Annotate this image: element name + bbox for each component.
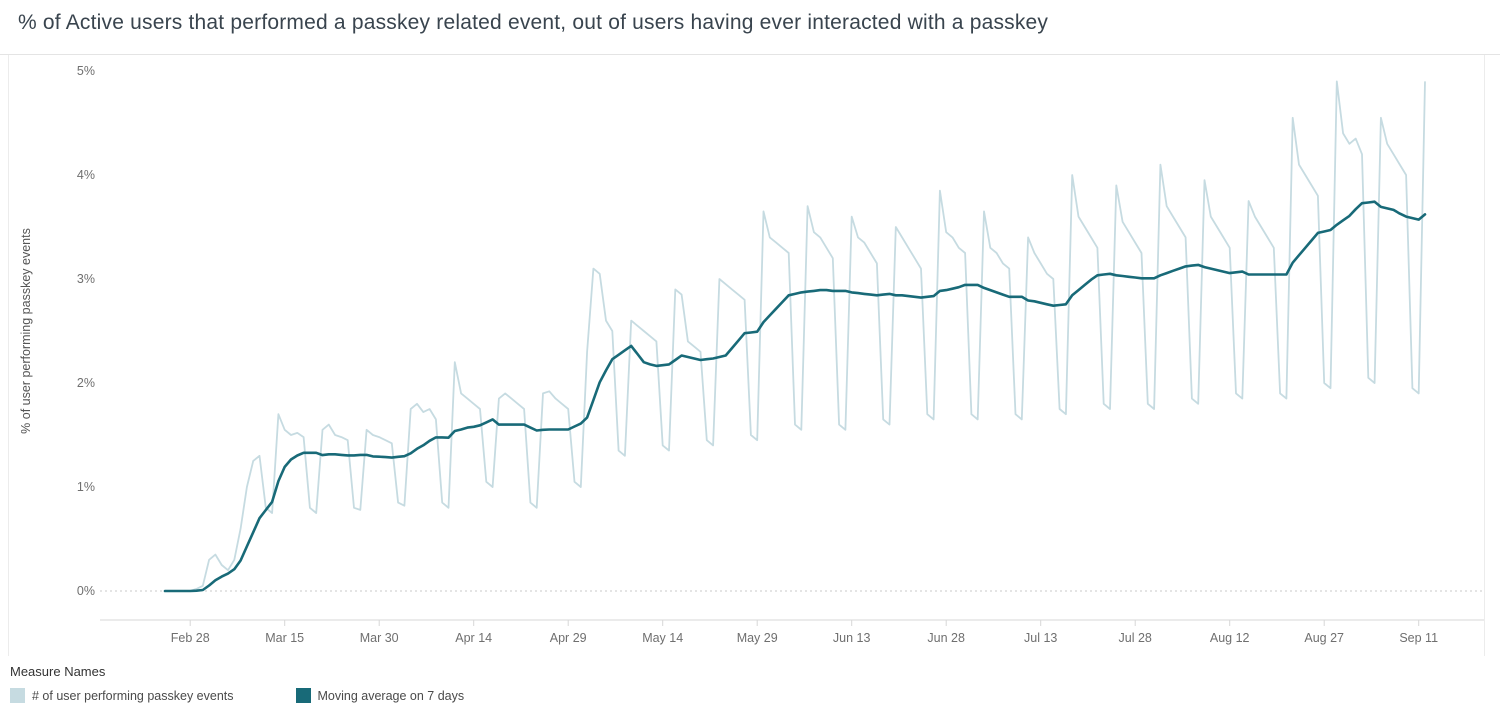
x-axis-label: Aug 27 (1304, 631, 1344, 645)
x-axis-label: Sep 11 (1399, 631, 1438, 645)
y-axis-label: 2% (77, 376, 95, 390)
legend-swatch (10, 688, 25, 703)
legend-item-label: Moving average on 7 days (317, 688, 465, 703)
y-axis-label: 0% (77, 584, 95, 598)
x-axis-label: May 14 (642, 631, 683, 645)
x-axis-label: Apr 29 (550, 631, 587, 645)
title-divider (0, 54, 1500, 55)
y-axis-title: % of user performing passkey events (19, 228, 33, 434)
x-axis-label: Mar 30 (360, 631, 399, 645)
legend-title: Measure Names (10, 664, 106, 679)
y-axis-label: 4% (77, 168, 95, 182)
legend-item[interactable]: # of user performing passkey events (10, 688, 234, 703)
x-axis-label: Jul 13 (1024, 631, 1057, 645)
legend-items: # of user performing passkey events Movin… (10, 688, 526, 703)
chart-left-border (8, 55, 9, 656)
chart-title: % of Active users that performed a passk… (18, 11, 1049, 34)
y-axis-label: 1% (77, 480, 95, 494)
x-axis-label: Apr 14 (455, 631, 492, 645)
legend-swatch (295, 688, 311, 703)
legend-item[interactable]: Moving average on 7 days (295, 688, 465, 703)
moving-average-line[interactable] (163, 200, 1427, 593)
x-axis-label: May 29 (737, 631, 778, 645)
x-axis-label: Aug 12 (1210, 631, 1250, 645)
x-axis-label: Jun 28 (927, 631, 965, 645)
x-axis-label: Mar 15 (265, 631, 304, 645)
legend: Measure Names # of user performing passk… (10, 664, 526, 703)
x-axis-label: Jun 13 (833, 631, 871, 645)
chart-right-border (1484, 55, 1485, 656)
legend-item-label: # of user performing passkey events (32, 688, 234, 703)
x-axis-label: Feb 28 (171, 631, 210, 645)
line-chart-canvas[interactable]: Feb 28 Mar 15 Mar 30 Apr 14 Apr 29 May 14 May … (0, 0, 1500, 660)
x-axis-label: Jul 28 (1119, 631, 1152, 645)
raw-series-line[interactable] (165, 80, 1426, 592)
y-axis-label: 5% (77, 64, 95, 78)
y-axis-label: 3% (77, 272, 95, 286)
